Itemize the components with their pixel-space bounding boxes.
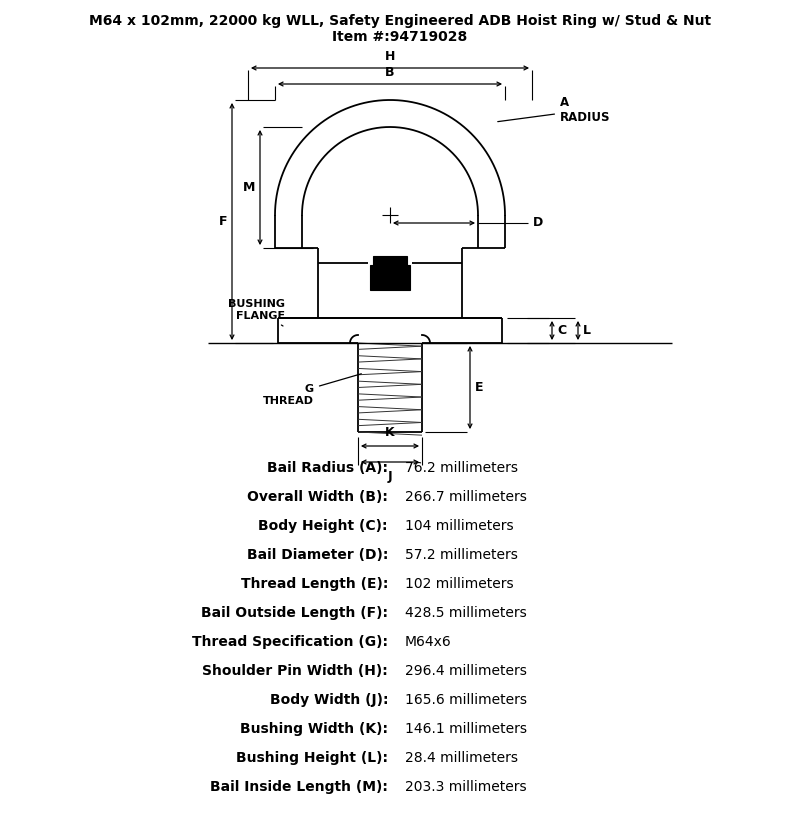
Text: Body Height (C):: Body Height (C): (258, 519, 388, 533)
Text: 203.3 millimeters: 203.3 millimeters (405, 780, 526, 794)
Text: G
THREAD: G THREAD (263, 373, 362, 405)
Text: D: D (533, 216, 543, 229)
Text: C: C (557, 324, 566, 337)
Text: BUSHING
FLANGE: BUSHING FLANGE (228, 299, 285, 326)
Text: Thread Length (E):: Thread Length (E): (241, 577, 388, 591)
Text: M: M (242, 181, 255, 194)
Text: 76.2 millimeters: 76.2 millimeters (405, 461, 518, 475)
Bar (370, 265, 410, 290)
Text: 104 millimeters: 104 millimeters (405, 519, 514, 533)
Text: 165.6 millimeters: 165.6 millimeters (405, 693, 527, 707)
Text: L: L (583, 324, 591, 337)
Text: 102 millimeters: 102 millimeters (405, 577, 514, 591)
Text: Thread Specification (G):: Thread Specification (G): (192, 635, 388, 649)
Text: M64x6: M64x6 (405, 635, 452, 649)
Text: 428.5 millimeters: 428.5 millimeters (405, 606, 526, 620)
Text: Shoulder Pin Width (H):: Shoulder Pin Width (H): (202, 664, 388, 678)
Text: Overall Width (B):: Overall Width (B): (247, 490, 388, 504)
Text: 57.2 millimeters: 57.2 millimeters (405, 548, 518, 562)
Text: Bail Inside Length (M):: Bail Inside Length (M): (210, 780, 388, 794)
Text: M64 x 102mm, 22000 kg WLL, Safety Engineered ADB Hoist Ring w/ Stud & Nut: M64 x 102mm, 22000 kg WLL, Safety Engine… (89, 14, 711, 28)
Text: 28.4 millimeters: 28.4 millimeters (405, 751, 518, 765)
Text: Bushing Height (L):: Bushing Height (L): (236, 751, 388, 765)
Text: Bushing Width (K):: Bushing Width (K): (240, 722, 388, 736)
Text: K: K (385, 426, 395, 439)
Text: A
RADIUS: A RADIUS (498, 96, 610, 124)
Bar (373, 256, 407, 265)
Text: E: E (475, 381, 483, 394)
Text: F: F (218, 215, 227, 228)
Text: Bail Radius (A):: Bail Radius (A): (267, 461, 388, 475)
Text: Bail Diameter (D):: Bail Diameter (D): (246, 548, 388, 562)
Text: 146.1 millimeters: 146.1 millimeters (405, 722, 527, 736)
Text: Item #:94719028: Item #:94719028 (332, 30, 468, 44)
Text: Body Width (J):: Body Width (J): (270, 693, 388, 707)
Text: 266.7 millimeters: 266.7 millimeters (405, 490, 527, 504)
Text: B: B (386, 66, 394, 79)
Text: 296.4 millimeters: 296.4 millimeters (405, 664, 527, 678)
Text: Bail Outside Length (F):: Bail Outside Length (F): (201, 606, 388, 620)
Text: J: J (388, 470, 392, 483)
Text: H: H (385, 50, 395, 63)
